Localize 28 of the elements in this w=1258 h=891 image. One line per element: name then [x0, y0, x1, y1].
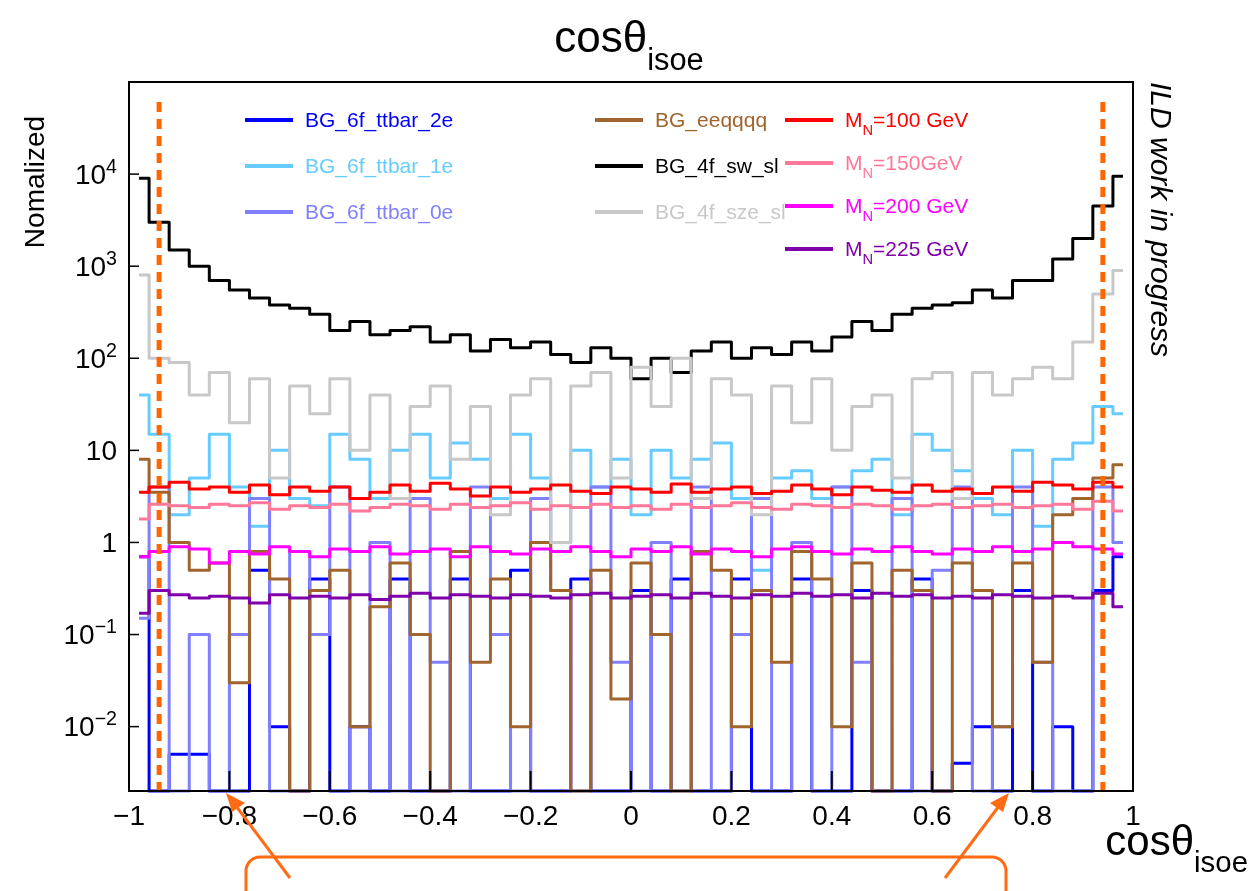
y-tick-label: 10$^{4}$: [74, 154, 118, 190]
legend-label: M$_{N}$=100 GeV: [845, 108, 969, 139]
x-tick-label: 0.6: [912, 800, 952, 831]
legend-label: BG_eeqqqq: [655, 108, 768, 133]
y-tick-label: 10: [85, 435, 117, 467]
y-tick-label: 10$^{−1}$: [63, 615, 117, 651]
x-tick-label: −0.6: [302, 800, 358, 831]
x-tick-label: −0.4: [402, 800, 458, 831]
legend-label: M$_{N}$=150GeV: [845, 151, 963, 182]
x-tick-label: 0.2: [711, 800, 751, 831]
text: ILD work in progress: [1145, 82, 1178, 358]
y-tick-label: 10$^{3}$: [74, 246, 118, 282]
legend-label: BG_6f_ttbar_0e: [305, 200, 454, 225]
legend-label: BG_6f_ttbar_2e: [305, 108, 454, 133]
chart-title: cosθ$_{isoe}$: [554, 12, 704, 77]
legend-label: BG_6f_ttbar_1e: [305, 154, 454, 179]
x-tick-label: 0.4: [812, 800, 852, 831]
y-tick-label: 10$^{−2}$: [63, 707, 117, 743]
x-tick-label: −0.2: [502, 800, 559, 831]
x-tick-label: 0: [623, 800, 639, 831]
y-axis-title: Nomalized: [19, 115, 50, 249]
y-tick-label: 1: [101, 527, 117, 559]
legend-label: M$_{N}$=225 GeV: [845, 237, 969, 268]
x-tick-label: −1: [113, 800, 145, 831]
y-tick-label: 10$^{2}$: [74, 339, 117, 375]
x-tick-label: 0.8: [1013, 800, 1053, 831]
legend-label: M$_{N}$=200 GeV: [845, 194, 969, 225]
legend-label: BG_4f_sw_sl: [655, 154, 779, 179]
